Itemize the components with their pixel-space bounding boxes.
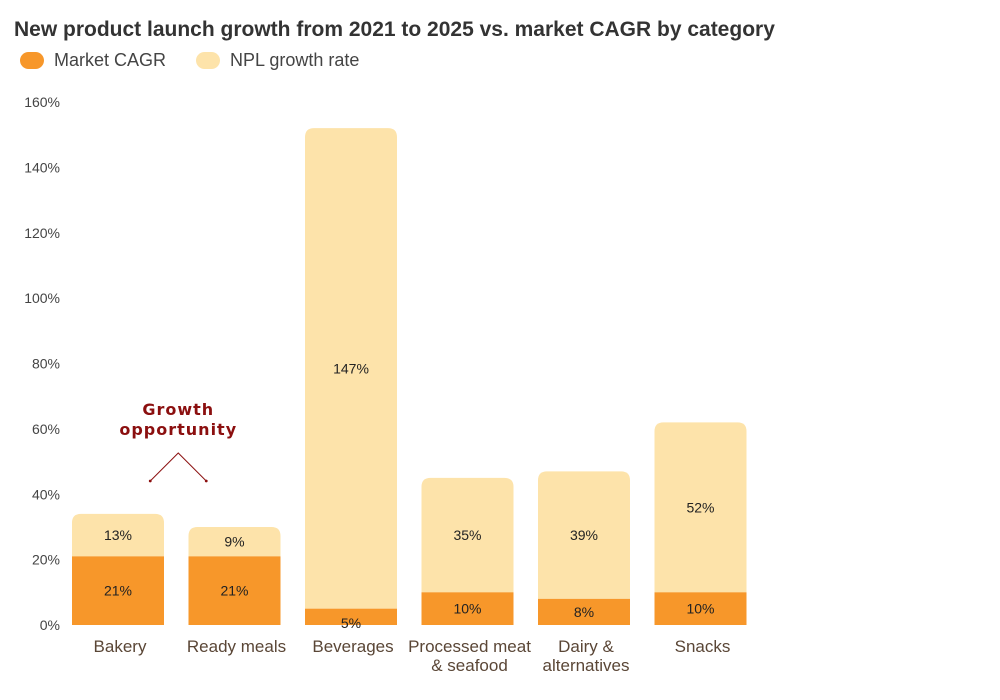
y-tick-label: 40%: [32, 486, 60, 502]
y-tick-label: 20%: [32, 552, 60, 568]
legend-label-market-cagr: Market CAGR: [54, 50, 167, 70]
bar-npl-growth: [305, 128, 397, 609]
x-category-label: Beverages: [312, 637, 393, 656]
legend-item-market-cagr: Market CAGR: [20, 50, 166, 71]
x-category-label: Bakery: [94, 637, 147, 656]
bar-market-cagr: [421, 592, 514, 625]
bar-market-cagr: [305, 608, 397, 625]
chart-title: New product launch growth from 2021 to 2…: [14, 18, 775, 41]
x-category-label: Processed meat: [408, 637, 531, 656]
bar-npl-growth: [188, 526, 281, 557]
y-tick-label: 60%: [32, 421, 60, 437]
annotation-text: opportunity: [119, 420, 237, 439]
legend-swatch-market-cagr: [20, 52, 44, 69]
y-tick-label: 80%: [32, 356, 60, 372]
x-category-label: Snacks: [675, 637, 731, 656]
data-label-npl-growth: 147%: [333, 360, 369, 376]
annotation-caret-end-left: [148, 479, 152, 483]
legend-label-npl-growth: NPL growth rate: [230, 50, 360, 70]
annotation-caret-end-right: [204, 479, 208, 483]
data-label-market-cagr: 21%: [104, 583, 132, 599]
data-label-npl-growth: 52%: [686, 499, 714, 515]
y-tick-label: 100%: [24, 290, 60, 306]
annotation-text: Growth: [142, 400, 214, 419]
x-category-label: alternatives: [543, 656, 630, 675]
data-label-market-cagr: 21%: [220, 583, 248, 599]
bar-market-cagr: [654, 592, 747, 625]
data-label-npl-growth: 9%: [224, 534, 244, 550]
y-tick-label: 120%: [24, 225, 60, 241]
legend-swatch-npl-growth: [196, 52, 221, 69]
bar-market-cagr: [538, 598, 630, 625]
data-label-market-cagr: 10%: [453, 601, 481, 617]
data-label-market-cagr: 10%: [686, 601, 714, 617]
bar-npl-growth: [421, 477, 514, 593]
bar-npl-growth: [72, 513, 164, 557]
data-label-market-cagr: 5%: [341, 615, 361, 631]
data-label-npl-growth: 39%: [570, 527, 598, 543]
bar-npl-growth: [538, 471, 630, 599]
x-category-label: Dairy &: [558, 637, 614, 656]
data-label-npl-growth: 35%: [453, 527, 481, 543]
bar-market-cagr: [72, 556, 164, 625]
y-tick-label: 160%: [24, 94, 60, 110]
data-label-npl-growth: 13%: [104, 527, 132, 543]
y-tick-label: 0%: [40, 617, 60, 633]
y-tick-label: 140%: [24, 159, 60, 175]
legend-item-npl-growth: NPL growth rate: [196, 50, 359, 71]
annotation-caret: [149, 452, 207, 482]
x-category-label: Ready meals: [187, 637, 286, 656]
bar-npl-growth: [654, 422, 747, 593]
data-label-market-cagr: 8%: [574, 604, 594, 620]
bar-market-cagr: [188, 556, 281, 625]
x-category-label: & seafood: [431, 656, 508, 675]
legend: Market CAGR NPL growth rate: [20, 50, 359, 71]
